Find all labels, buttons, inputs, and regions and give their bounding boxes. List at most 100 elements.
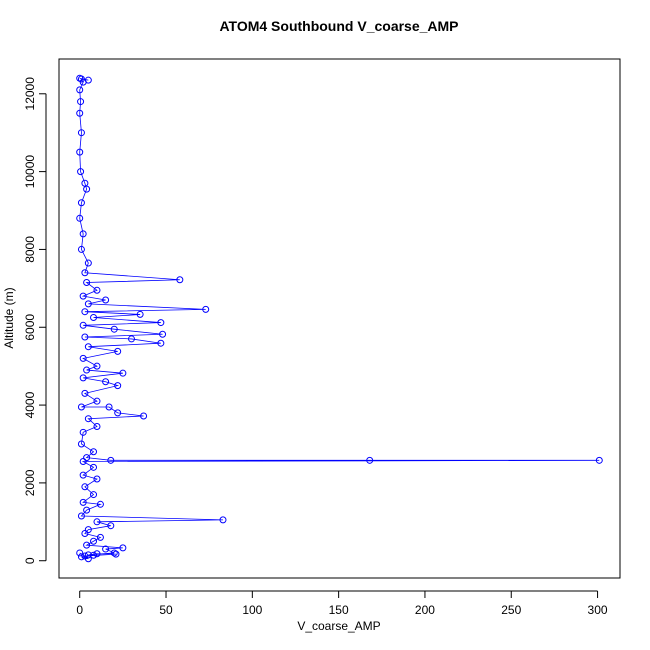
data-point — [83, 541, 91, 549]
data-point — [77, 512, 85, 520]
data-point — [79, 321, 87, 329]
data-point — [83, 279, 91, 287]
data-point — [90, 551, 98, 559]
data-point — [79, 457, 87, 465]
data-point — [595, 456, 603, 464]
data-point — [83, 454, 91, 462]
data-point — [202, 305, 210, 313]
data-point — [107, 456, 115, 464]
plot-box — [58, 58, 621, 579]
data-point — [79, 230, 87, 238]
data-point — [81, 389, 89, 397]
data-point — [90, 448, 98, 456]
data-point — [127, 335, 135, 343]
data-point — [83, 185, 91, 193]
data-point — [76, 148, 84, 156]
y-axis-label: Altitude (m) — [2, 287, 16, 348]
data-point — [112, 550, 120, 558]
data-point — [93, 475, 101, 483]
data-point — [114, 409, 122, 417]
data-point — [84, 526, 92, 534]
y-tick-label: 10000 — [23, 155, 37, 189]
data-line — [79, 77, 600, 560]
data-point — [114, 347, 122, 355]
y-tick-label: 12000 — [23, 77, 37, 111]
data-point — [77, 245, 85, 253]
data-point — [119, 369, 127, 377]
data-point — [90, 314, 98, 322]
data-point — [140, 412, 148, 420]
data-point — [76, 86, 84, 94]
data-point — [81, 483, 89, 491]
x-tick-label: 100 — [242, 603, 262, 617]
data-point — [77, 168, 85, 176]
data-point — [79, 374, 87, 382]
data-point — [90, 463, 98, 471]
data-point — [79, 78, 87, 86]
data-point — [102, 296, 110, 304]
data-point — [77, 440, 85, 448]
data-point — [77, 403, 85, 411]
data-point — [93, 397, 101, 405]
data-point — [84, 551, 92, 559]
data-point — [84, 555, 92, 563]
data-point — [157, 339, 165, 347]
data-point — [76, 549, 84, 557]
data-point — [76, 214, 84, 222]
data-point — [102, 378, 110, 386]
data-point — [77, 129, 85, 137]
data-point — [84, 415, 92, 423]
x-tick-label: 50 — [159, 603, 173, 617]
data-point — [157, 319, 165, 327]
data-point — [105, 403, 113, 411]
x-tick-label: 200 — [415, 603, 435, 617]
data-point — [77, 553, 85, 561]
x-tick-label: 150 — [329, 603, 349, 617]
data-point — [83, 506, 91, 514]
data-point — [79, 498, 87, 506]
data-point — [79, 354, 87, 362]
data-point — [79, 471, 87, 479]
y-tick-label: 4000 — [23, 391, 37, 418]
data-point — [93, 362, 101, 370]
data-point — [102, 545, 110, 553]
data-point — [79, 292, 87, 300]
data-point — [81, 269, 89, 277]
y-tick-label: 8000 — [23, 236, 37, 263]
data-point — [219, 516, 227, 524]
data-point — [90, 491, 98, 499]
data-point — [76, 109, 84, 117]
chart-title: ATOM4 Southbound V_coarse_AMP — [219, 18, 458, 34]
data-point — [79, 428, 87, 436]
data-point — [84, 259, 92, 267]
data-point — [114, 382, 122, 390]
data-point — [90, 537, 98, 545]
data-point — [176, 276, 184, 284]
data-point — [136, 310, 144, 318]
data-point — [366, 456, 374, 464]
y-tick-label: 2000 — [23, 469, 37, 496]
x-tick-label: 300 — [588, 603, 608, 617]
data-point — [93, 422, 101, 430]
data-point — [81, 529, 89, 537]
data-point — [81, 333, 89, 341]
x-tick-label: 0 — [76, 603, 83, 617]
data-point — [110, 549, 118, 557]
data-point — [159, 330, 167, 338]
data-point — [83, 366, 91, 374]
x-axis-label: V_coarse_AMP — [297, 619, 380, 633]
data-point — [77, 98, 85, 106]
data-point — [93, 550, 101, 558]
y-tick-label: 0 — [23, 557, 37, 564]
data-point — [110, 325, 118, 333]
data-point — [84, 343, 92, 351]
data-point — [119, 544, 127, 552]
data-point — [81, 308, 89, 316]
data-point — [84, 300, 92, 308]
data-point — [93, 518, 101, 526]
data-point — [107, 522, 115, 530]
data-point — [96, 500, 104, 508]
data-point — [96, 533, 104, 541]
x-tick-label: 250 — [501, 603, 521, 617]
